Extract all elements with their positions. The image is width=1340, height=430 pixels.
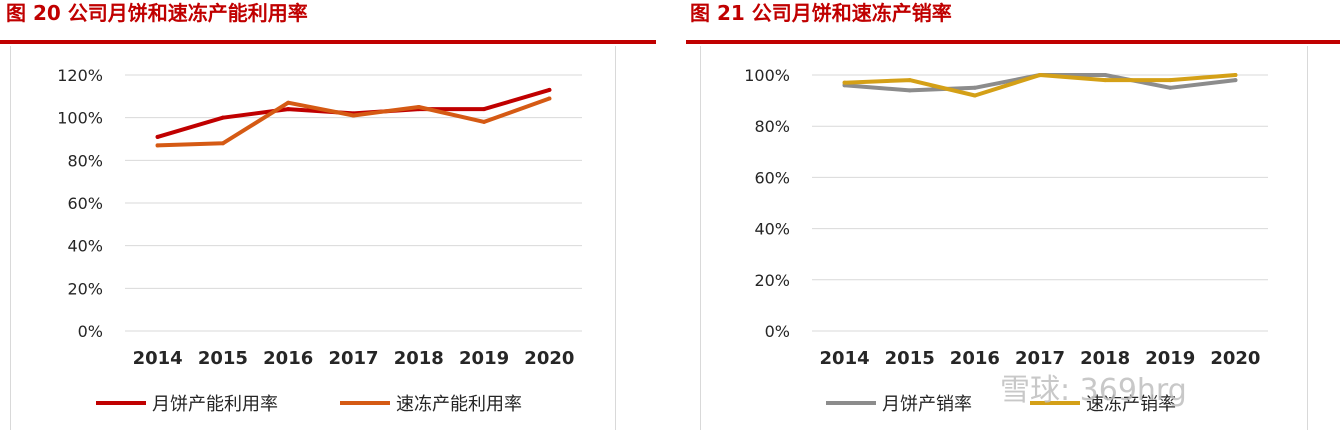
legend-label-2: 速冻产能利用率 xyxy=(396,394,522,415)
x-tick-label: 2014 xyxy=(820,348,870,369)
y-tick-label: 20% xyxy=(67,279,103,298)
legend-label-2: 速冻产销率 xyxy=(1086,394,1176,415)
data-point-2-2014 xyxy=(155,143,160,148)
data-point-1-2015 xyxy=(907,88,912,93)
x-tick-label: 2018 xyxy=(394,348,444,369)
data-point-2-2017 xyxy=(351,113,356,118)
x-tick-label: 2016 xyxy=(950,348,1000,369)
y-tick-label: 40% xyxy=(754,220,790,239)
x-tick-label: 2014 xyxy=(133,348,183,369)
data-point-1-2015 xyxy=(220,115,225,120)
y-tick-label: 120% xyxy=(57,66,103,85)
x-tick-label: 2019 xyxy=(1145,348,1195,369)
y-tick-label: 20% xyxy=(754,271,790,290)
x-tick-label: 2017 xyxy=(1015,348,1065,369)
y-tick-label: 0% xyxy=(78,322,103,341)
x-tick-label: 2018 xyxy=(1080,348,1130,369)
x-tick-label: 2015 xyxy=(885,348,935,369)
data-point-2-2018 xyxy=(416,105,421,109)
figure-21-title: 图 21 公司月饼和速冻产销率 xyxy=(690,1,952,25)
legend-label-1: 月饼产销率 xyxy=(882,394,972,415)
figure-21-rule xyxy=(686,40,1340,44)
data-point-1-2014 xyxy=(155,134,160,139)
data-point-2-2016 xyxy=(972,93,977,98)
y-tick-label: 100% xyxy=(744,66,790,85)
data-point-2-2019 xyxy=(482,119,487,124)
y-tick-label: 60% xyxy=(754,168,790,187)
y-tick-label: 80% xyxy=(67,151,103,170)
data-point-2-2016 xyxy=(286,100,291,105)
data-point-1-2018 xyxy=(1103,73,1108,77)
y-tick-label: 0% xyxy=(765,322,790,341)
data-point-1-2016 xyxy=(972,85,977,90)
data-point-1-2020 xyxy=(1233,78,1238,83)
data-point-2-2017 xyxy=(1038,73,1042,77)
x-tick-label: 2017 xyxy=(328,348,378,369)
data-point-1-2019 xyxy=(482,107,487,112)
x-tick-label: 2016 xyxy=(263,348,313,369)
series-line-1 xyxy=(842,73,1238,93)
y-tick-label: 60% xyxy=(67,194,103,213)
x-tick-label: 2019 xyxy=(459,348,509,369)
y-tick-label: 100% xyxy=(57,109,103,128)
data-point-2-2020 xyxy=(1233,73,1238,77)
data-point-2-2020 xyxy=(547,96,552,101)
x-tick-label: 2020 xyxy=(524,348,574,369)
data-point-2-2014 xyxy=(842,80,847,85)
data-point-1-2020 xyxy=(547,87,552,92)
data-point-1-2016 xyxy=(286,107,291,112)
data-point-2-2015 xyxy=(907,78,912,83)
watermark: 雪球: 369hrg xyxy=(1000,373,1187,408)
data-point-2-2015 xyxy=(220,141,225,146)
legend-label-1: 月饼产能利用率 xyxy=(152,394,278,415)
figure-20-title: 图 20 公司月饼和速冻产能利用率 xyxy=(6,1,308,25)
figure-20-rule xyxy=(0,40,656,44)
y-tick-label: 80% xyxy=(754,117,790,136)
data-point-1-2019 xyxy=(1168,85,1173,90)
y-tick-label: 40% xyxy=(67,237,103,256)
data-point-2-2019 xyxy=(1168,78,1173,83)
data-point-2-2018 xyxy=(1103,78,1108,83)
chart-panel-2 xyxy=(700,46,1308,430)
x-tick-label: 2020 xyxy=(1210,348,1260,369)
x-tick-label: 2015 xyxy=(198,348,248,369)
